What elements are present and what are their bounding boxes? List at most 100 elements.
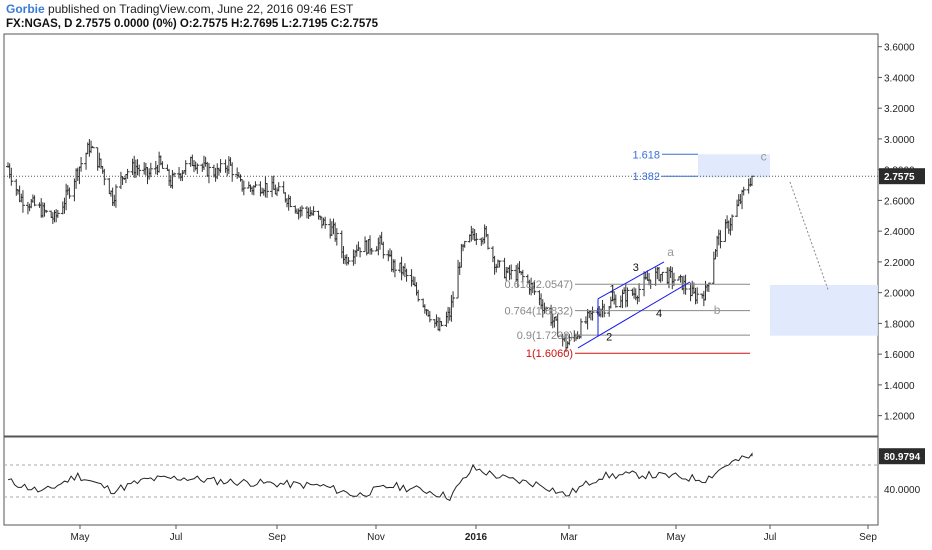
ohlc-bar — [392, 259, 397, 278]
published-text: published on TradingView.com, June 22, 2… — [48, 2, 354, 16]
ohlc-bar — [311, 206, 316, 216]
fib-level-label: 1(1.6060) — [526, 348, 573, 360]
ohlc-bar — [750, 175, 754, 187]
ohlc-bar — [404, 268, 409, 282]
ohlc-bar — [241, 180, 246, 196]
ohlc-bar — [230, 162, 235, 182]
ohlc-bar — [32, 195, 37, 207]
ohlc-bar — [20, 190, 25, 213]
ohlc-bar — [276, 182, 281, 192]
ohlc-bar — [44, 209, 49, 213]
wave-label: b — [714, 303, 721, 317]
author-link[interactable]: Gorbie — [6, 2, 45, 16]
ohlc-bar — [439, 321, 444, 327]
wave-label: 4 — [656, 308, 662, 320]
ohlc-bar — [555, 313, 560, 337]
price-tick-label: 1.8000 — [884, 319, 915, 330]
ohlc-bar — [416, 289, 421, 302]
price-tick-label: 2.4000 — [884, 227, 915, 238]
ohlc-bar — [183, 160, 188, 175]
indicator-pane — [3, 436, 879, 526]
ohlc-bar — [102, 168, 107, 186]
ohlc-bar — [160, 161, 165, 169]
ohlc-bar — [323, 216, 328, 229]
ohlc-bar — [79, 156, 84, 172]
ohlc-bar — [299, 205, 304, 217]
last-price-badge — [879, 168, 925, 185]
time-tick-label: Sep — [859, 532, 877, 543]
ohlc-bar — [567, 333, 572, 346]
ohlc-bar — [346, 256, 351, 265]
ohlc-bar — [509, 264, 514, 280]
price-tick-label: 3.2000 — [884, 104, 915, 115]
ohlc-bar — [695, 287, 700, 304]
price-tick-label: 3.4000 — [884, 73, 915, 84]
wave-label: 1 — [609, 284, 615, 296]
indicator-tick-label: 40.0000 — [884, 485, 921, 496]
wave-label: 2 — [606, 331, 612, 343]
ohlc-bar — [172, 172, 177, 178]
fib-level-label: 0.9(1.7238) — [517, 330, 573, 342]
ohlc-bar — [590, 306, 595, 321]
indicator-value-label: 80.9794 — [884, 452, 921, 463]
price-tick-label: 1.4000 — [884, 381, 915, 392]
price-tick-label: 1.2000 — [884, 412, 915, 423]
time-tick-label: Mar — [560, 532, 578, 543]
indicator-value-badge — [879, 448, 925, 465]
ohlc-bar — [730, 214, 735, 231]
ohlc-bar — [718, 230, 723, 249]
ohlc-bar — [55, 210, 60, 218]
ohlc-bar — [520, 269, 525, 284]
wave-label: c — [761, 149, 767, 163]
indicator-line — [7, 452, 753, 502]
last-price-label: 2.7575 — [884, 172, 915, 183]
ohlc-bar — [137, 164, 142, 176]
ohlc-bar — [253, 181, 258, 188]
ohlc-bar — [474, 233, 479, 245]
price-tick-label: 2.0000 — [884, 289, 915, 300]
ohlc-bar — [113, 184, 118, 208]
ohlc-bar — [532, 280, 537, 295]
ohlc-bar — [125, 168, 130, 179]
channel-upper-line — [597, 261, 665, 300]
ohlc-bar — [90, 145, 95, 149]
channel-lower-line — [577, 281, 691, 349]
ohlc-bar — [451, 291, 456, 308]
symbol-ohlc-line: FX:NGAS, D 2.7575 0.0000 (0%) O:2.7575 H… — [6, 18, 379, 30]
ohlc-bar — [485, 234, 490, 250]
ohlc-bar — [660, 271, 665, 282]
time-tick-label: May — [71, 532, 90, 543]
wave-label: a — [667, 245, 674, 259]
target-zone-top — [698, 154, 770, 178]
projection-path — [789, 181, 829, 290]
ohlc-bar — [427, 311, 432, 323]
wave-label: 3 — [633, 262, 639, 274]
ohlc-bar — [381, 241, 386, 259]
price-tick-label: 2.2000 — [884, 258, 915, 269]
target-zone-bottom — [770, 284, 878, 336]
ohlc-bar — [544, 306, 549, 313]
ohlc-bar — [218, 159, 223, 173]
ohlc-bar — [369, 247, 374, 255]
ohlc-bar — [358, 247, 363, 258]
ohlc-bar — [334, 228, 339, 246]
ohlc-bar — [625, 287, 630, 307]
price-tick-label: 3.6000 — [884, 43, 915, 54]
fib-level-label: 0.764(1.8832) — [505, 306, 574, 318]
time-tick-label: Sep — [268, 532, 286, 543]
fib-level-label: 1.382 — [632, 171, 660, 183]
time-tick-label: May — [667, 532, 686, 543]
time-tick-label: Jul — [764, 532, 777, 543]
ohlc-bar — [148, 162, 153, 178]
price-pane — [3, 33, 879, 437]
chart-header: Gorbie published on TradingView.com, Jun… — [6, 2, 378, 32]
ohlc-bar — [288, 195, 293, 208]
ohlc-bar — [613, 294, 618, 308]
price-tick-label: 2.6000 — [884, 196, 915, 207]
ohlc-bar — [741, 186, 746, 196]
ohlc-bar — [195, 163, 200, 174]
ohlc-bar — [462, 240, 467, 248]
time-tick-label: 2016 — [465, 532, 488, 543]
